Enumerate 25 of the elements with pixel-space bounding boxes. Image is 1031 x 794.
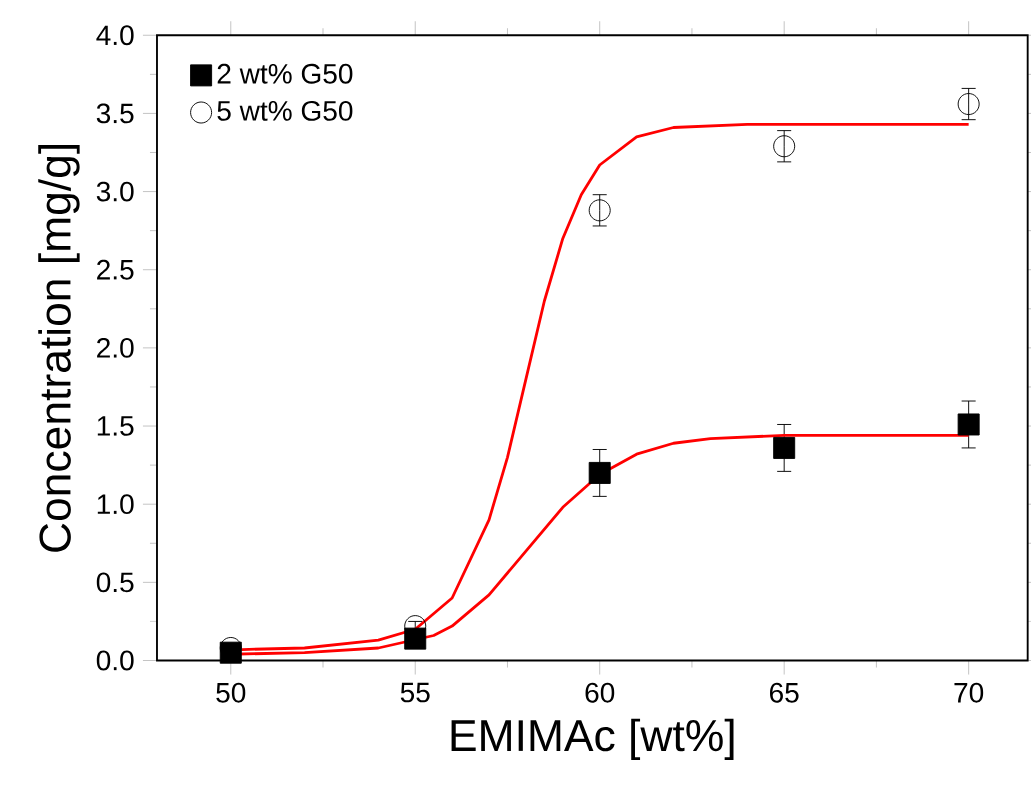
y-axis-title: Concentration [mg/g] [38,144,80,552]
x-tick-label: 70 [954,682,984,703]
x-tick-label: 50 [216,682,246,703]
point [957,92,980,115]
x-tick-label: 65 [770,682,799,703]
y-tick-label: 1.0 [97,494,134,515]
point [773,135,796,158]
legend-label: 5 wt% G50 [217,100,353,121]
legend-label: 2 wt% G50 [217,63,353,84]
x-tick-label: 60 [585,682,615,703]
point [588,461,611,484]
y-tick-label: 4.0 [96,25,134,46]
point [588,199,611,222]
y-tick-label: 1.5 [97,416,134,436]
y-tick-label: 3.0 [96,181,134,202]
y-tick-label: 2.0 [97,337,134,358]
point [773,436,796,459]
y-tick-label: 0.5 [96,572,134,593]
y-tick-label: 0.0 [96,650,134,671]
y-tick-label: 3.5 [96,103,134,124]
y-tick-label: 2.5 [97,259,134,280]
point [404,627,427,650]
x-axis-title: EMIMAc [wt%] [451,718,734,760]
x-tick-label: 55 [400,682,430,703]
point [957,413,980,436]
